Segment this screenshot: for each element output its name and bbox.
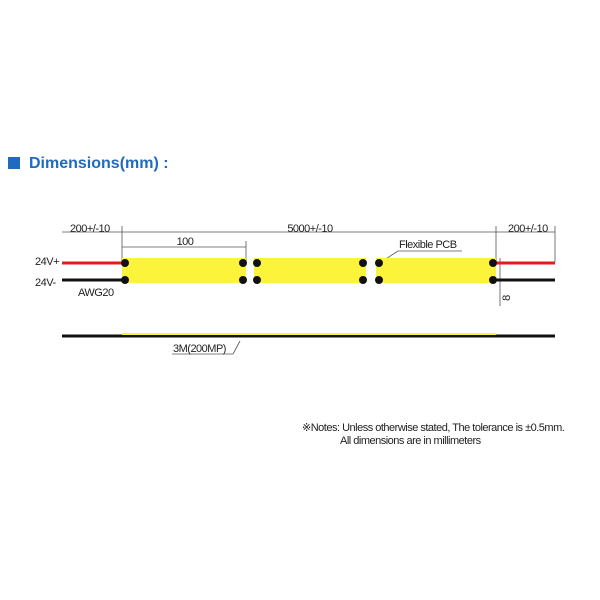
note: All dimensions are in millimeters — [340, 435, 482, 447]
wire-gauge-label: AWG20 — [78, 287, 114, 299]
width-label: 8 — [501, 295, 513, 301]
cut-unit-label: 100 — [177, 236, 194, 248]
heading-bullet — [8, 157, 20, 169]
note: ※Notes: Unless otherwise stated, The tol… — [302, 422, 565, 434]
left-lead-label: 200+/-10 — [70, 223, 110, 235]
strip-side-view — [62, 333, 555, 338]
length-label: 5000+/-10 — [287, 223, 333, 235]
right-lead-label: 200+/-10 — [508, 223, 548, 235]
negative-label: 24V- — [35, 277, 56, 289]
pcb-label: Flexible PCB — [399, 239, 457, 251]
dimension-lines — [62, 226, 556, 355]
heading: Dimensions(mm) : — [29, 155, 169, 172]
adhesive-label: 3M(200MP) — [173, 343, 226, 355]
strip-top-view — [62, 258, 555, 284]
positive-label: 24V+ — [35, 256, 59, 268]
